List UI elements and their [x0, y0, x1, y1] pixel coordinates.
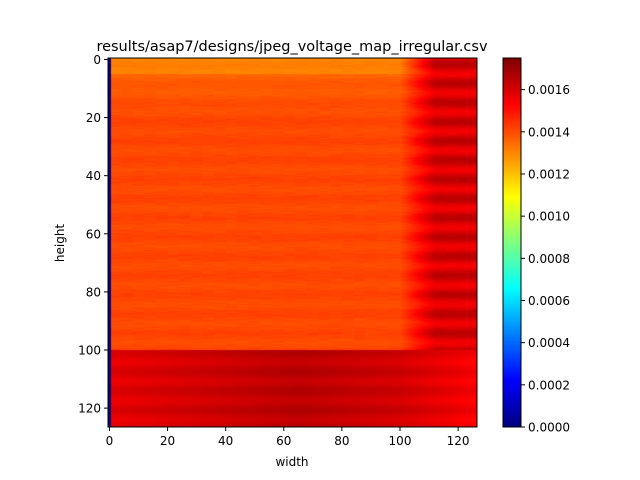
colorbar-tick-label: 0.0016	[528, 83, 570, 97]
chart-title: results/asap7/designs/jpeg_voltage_map_i…	[96, 39, 488, 55]
colorbar-tick-label: 0.0006	[528, 294, 570, 308]
y-axis: 0 20 40 60 80 100 120	[78, 53, 108, 416]
colorbar-tick-label: 0.0012	[528, 167, 570, 181]
colorbar-axis: 0.0000 0.0002 0.0004 0.0006 0.0008 0.0010 0.00…	[521, 83, 570, 435]
y-axis-label: height	[53, 224, 67, 263]
colorbar-gradient	[503, 58, 521, 427]
x-axis: 0 20 40 60 80 100 120	[106, 427, 470, 448]
colorbar-tick-label: 0.0008	[528, 252, 570, 266]
y-tick-label: 60	[86, 227, 101, 241]
colorbar-tick-label: 0.0000	[528, 421, 570, 435]
colorbar-tick-label: 0.0014	[528, 125, 570, 139]
colorbar-frame	[502, 57, 522, 428]
colorbar-tick-label: 0.0010	[528, 210, 570, 224]
heatmap-canvas-holder	[108, 58, 477, 427]
x-tick-label: 120	[447, 434, 470, 448]
y-tick-label: 120	[78, 402, 101, 416]
x-tick-label: 40	[218, 434, 233, 448]
x-tick-label: 20	[160, 434, 175, 448]
colorbar-holder	[503, 58, 521, 427]
x-tick-label: 80	[334, 434, 349, 448]
y-tick-label: 40	[86, 169, 101, 183]
colorbar-tick-label: 0.0002	[528, 378, 570, 392]
plot-frame	[107, 57, 478, 428]
y-tick-label: 100	[78, 344, 101, 358]
x-axis-label: width	[275, 455, 308, 469]
y-tick-label: 0	[93, 53, 101, 67]
y-tick-label: 20	[86, 111, 101, 125]
x-tick-label: 100	[389, 434, 412, 448]
y-tick-label: 80	[86, 285, 101, 299]
colorbar-tick-label: 0.0004	[528, 336, 570, 350]
x-tick-label: 0	[106, 434, 114, 448]
heatmap-image	[108, 58, 477, 427]
x-tick-label: 60	[276, 434, 291, 448]
